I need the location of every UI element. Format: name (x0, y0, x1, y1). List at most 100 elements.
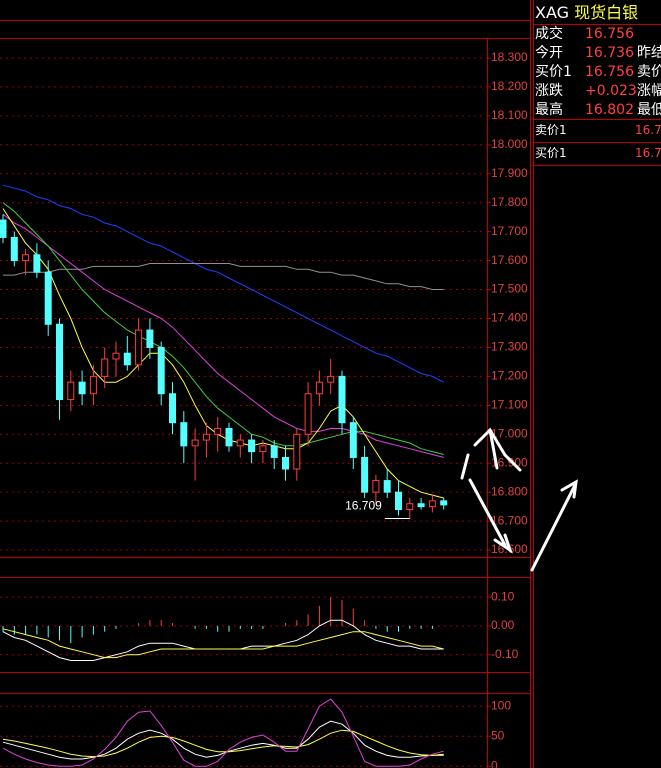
y-tick-label: 17.800 (491, 195, 528, 209)
candle-body (327, 375, 335, 383)
candle-body (361, 456, 369, 493)
candle-body (383, 480, 391, 493)
y-tick-label: 100 (491, 698, 511, 712)
quote-label: 涨跌 (535, 83, 563, 99)
arrow (460, 453, 470, 480)
candle-body (112, 352, 120, 360)
y-tick-label: 50 (491, 728, 505, 742)
candle-body (10, 236, 18, 262)
quote-value: 16.756 (585, 26, 634, 42)
candle-body (56, 323, 63, 401)
candle-body (22, 254, 30, 262)
candle-body (315, 381, 323, 395)
candle-body (44, 271, 52, 325)
y-tick-label: 18.200 (491, 79, 528, 93)
plots: 16.60016.70016.80016.90017.00017.10017.2… (0, 50, 528, 768)
indicator-line (2, 729, 444, 758)
candle-body (428, 500, 436, 508)
candle-body (214, 427, 222, 435)
quote-label: 今开 (535, 45, 563, 61)
quote-label: 成交 (535, 26, 563, 42)
candle-body (225, 427, 233, 447)
indicator-line (2, 720, 444, 760)
candle-body (123, 352, 131, 366)
quote-row: 买价1 16.756 卖价 (535, 63, 661, 82)
y-tick-label: -0.10 (491, 647, 519, 661)
indicator-line (2, 208, 444, 499)
quote-panel: XAG 现货白银 成交 16.756 今开 16.736 昨结 买价1 16.756 卖价 涨跌… (533, 0, 661, 768)
y-tick-label: 17.900 (491, 166, 528, 180)
y-tick-label: 16.900 (491, 455, 528, 469)
indicator-line (2, 213, 444, 458)
candle-body (67, 381, 75, 401)
quote-extra: 涨幅 (637, 83, 661, 99)
candle-body (89, 375, 97, 395)
annotation: 16.709 (345, 499, 382, 513)
candle-body (0, 219, 7, 238)
book-value: 16.7 (635, 146, 661, 160)
candle-body (259, 445, 267, 453)
book-label: 买价1 (535, 146, 567, 160)
book-row: 买价1 16.7 (535, 144, 661, 163)
candle-body (304, 393, 312, 435)
quote-value: 16.802 (585, 102, 634, 118)
candle-body (101, 358, 109, 377)
candle-body (33, 254, 41, 273)
y-tick-label: 17.700 (491, 224, 528, 238)
indicator-line (2, 184, 444, 383)
candle-body (270, 445, 278, 458)
candle-body (293, 433, 301, 470)
candle-body (440, 500, 448, 506)
y-tick-label: 16.800 (491, 484, 528, 498)
quote-row: 涨跌 +0.023涨幅 (535, 82, 661, 101)
y-tick-label: 18.000 (491, 137, 528, 151)
y-tick-label: 18.300 (491, 50, 528, 64)
candle-body (191, 439, 199, 447)
y-tick-label: 0.00 (491, 618, 515, 632)
candle-body (135, 329, 143, 366)
quote-row: 最高 16.802 最低 (535, 101, 661, 120)
symbol-header: XAG 现货白银 (535, 3, 638, 22)
quote-row: 今开 16.736 昨结 (535, 44, 661, 63)
book-row: 卖价1 16.7 (535, 121, 661, 140)
quote-extra: 最低 (637, 102, 661, 118)
indicator-line (2, 628, 444, 659)
indicator-line (2, 698, 444, 767)
y-tick-label: 18.100 (491, 108, 528, 122)
y-tick-label: 17.600 (491, 253, 528, 267)
candle-body (157, 346, 165, 395)
y-tick-label: 17.200 (491, 369, 528, 383)
y-tick-label: 17.000 (491, 426, 528, 440)
y-tick-label: 16.700 (491, 513, 528, 527)
y-tick-label: 17.500 (491, 282, 528, 296)
indicator-line (2, 202, 444, 455)
book-value: 16.7 (635, 123, 661, 137)
book-label: 卖价1 (535, 123, 567, 137)
hand-drawn-arrows (460, 427, 578, 572)
y-tick-label: 0 (491, 758, 498, 768)
candle-body (180, 422, 188, 447)
arrow (530, 479, 578, 572)
candle-body (236, 439, 244, 447)
quote-row: 成交 16.756 (535, 25, 637, 44)
candle-body (282, 456, 289, 470)
quote-value: 16.736 (585, 45, 634, 61)
candle-body (248, 439, 256, 453)
quote-extra: 卖价 (637, 64, 661, 80)
candle-body (78, 381, 86, 395)
candle-body (169, 393, 176, 424)
y-tick-label: 17.100 (491, 397, 528, 411)
candle-body (338, 375, 346, 424)
arrow (468, 478, 513, 554)
candle-body (406, 503, 414, 511)
arrow (488, 428, 522, 472)
quote-value: +0.023 (585, 83, 637, 99)
candle-body (372, 480, 380, 493)
quote-value: 16.756 (585, 64, 634, 80)
candle-body (395, 491, 402, 511)
y-tick-label: 17.400 (491, 311, 528, 325)
quote-label: 买价1 (535, 64, 572, 80)
candle-body (349, 422, 357, 458)
